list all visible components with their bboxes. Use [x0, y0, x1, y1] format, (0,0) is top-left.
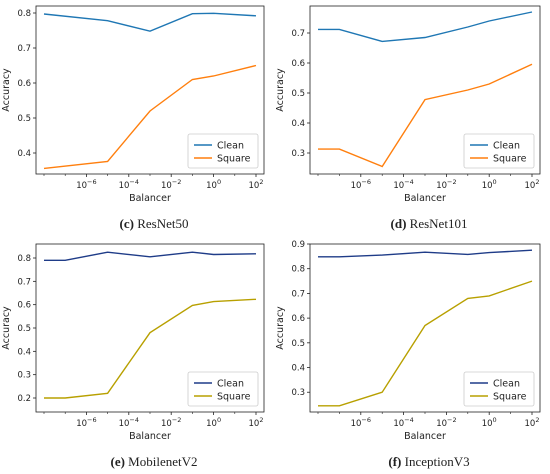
legend: Clean Square: [463, 371, 535, 407]
legend: Clean Square: [187, 371, 259, 407]
legend-label-clean: Clean: [217, 141, 244, 152]
series-line-clean: [318, 11, 533, 43]
y-tick-label: 0.5: [291, 89, 305, 99]
series-line-square: [43, 64, 257, 170]
x-tick-label: 10−4: [119, 416, 139, 429]
x-tick-label: 100: [482, 178, 497, 191]
y-tick-label: 0.8: [17, 254, 31, 264]
legend: Clean Square: [187, 133, 259, 169]
x-tick-label: 102: [525, 416, 540, 429]
y-tick-label: 0.2: [17, 394, 31, 404]
y-axis-label: Accuracy: [275, 306, 286, 350]
legend-label-clean: Clean: [217, 379, 244, 390]
x-tick-label: 102: [525, 178, 540, 191]
legend-box: [463, 371, 535, 407]
panel-caption: (d) ResNet101: [391, 216, 468, 231]
y-tick-label: 0.9: [291, 240, 305, 250]
y-axis-label: Accuracy: [275, 68, 286, 112]
x-axis-label: Balancer: [129, 431, 171, 442]
series-line-clean: [44, 251, 257, 261]
y-tick-label: 0.8: [291, 265, 305, 275]
x-tick-label: 10−2: [161, 416, 181, 429]
legend-label-clean: Clean: [493, 379, 520, 390]
x-tick-label: 10−6: [76, 416, 96, 429]
legend-box: [463, 133, 535, 169]
y-tick-label: 0.4: [17, 149, 31, 159]
x-axis-label: Balancer: [404, 431, 446, 442]
y-tick-label: 0.5: [17, 114, 31, 124]
x-tick-label: 10−2: [161, 178, 181, 191]
y-tick-label: 0.7: [291, 29, 305, 39]
chart-panel-4: 0.3 0.4 0.5 0.6 0.7 0.8 0.9 10−6 10−4 10−2 100 102 B…: [275, 240, 541, 469]
y-tick-label: 0.4: [291, 364, 305, 374]
series-line-square: [44, 298, 257, 399]
legend-label-square: Square: [493, 392, 527, 403]
panel-caption: (f) InceptionV3: [388, 454, 469, 469]
series-line-square: [318, 280, 533, 407]
y-tick-label: 0.3: [291, 388, 305, 398]
y-tick-label: 0.5: [291, 339, 305, 349]
legend-label-square: Square: [493, 154, 527, 165]
series-line-clean: [318, 249, 533, 258]
y-tick-label: 0.5: [17, 324, 31, 334]
x-tick-label: 100: [206, 178, 221, 191]
y-tick-label: 0.8: [17, 9, 31, 19]
legend-box: [187, 371, 259, 407]
x-axis-label: Balancer: [404, 193, 446, 204]
y-tick-label: 0.6: [291, 59, 305, 69]
legend: Clean Square: [463, 133, 535, 169]
chart-panel-3: 0.2 0.3 0.4 0.5 0.6 0.7 0.8 10−6 10−4 10−2 100 102 B…: [1, 243, 265, 469]
x-tick-label: 100: [206, 416, 221, 429]
x-tick-label: 10−4: [119, 178, 139, 191]
y-tick-label: 0.6: [17, 79, 31, 89]
series-line-clean: [43, 12, 257, 32]
x-tick-label: 10−6: [76, 178, 96, 191]
series-line-square: [318, 63, 533, 168]
y-axis-label: Accuracy: [1, 68, 12, 112]
x-tick-label: 102: [249, 178, 264, 191]
x-axis-label: Balancer: [129, 193, 171, 204]
legend-label-clean: Clean: [493, 141, 520, 152]
x-tick-label: 10−4: [393, 178, 413, 191]
x-tick-label: 10−2: [436, 178, 456, 191]
y-tick-label: 0.6: [291, 314, 305, 324]
x-tick-label: 10−6: [351, 178, 371, 191]
legend-label-square: Square: [217, 392, 251, 403]
y-tick-label: 0.4: [17, 347, 31, 357]
legend-box: [187, 133, 259, 169]
chart-panel-1: 0.4 0.5 0.6 0.7 0.8 10−6 10−4 10−2 100 102 Balance…: [1, 5, 265, 231]
legend-label-square: Square: [217, 154, 251, 165]
y-tick-label: 0.4: [291, 119, 305, 129]
x-tick-label: 10−4: [393, 416, 413, 429]
y-tick-label: 0.7: [17, 44, 31, 54]
panel-caption: (c) ResNet50: [120, 216, 189, 231]
x-tick-label: 100: [482, 416, 497, 429]
y-tick-label: 0.7: [17, 277, 31, 287]
x-tick-label: 10−6: [351, 416, 371, 429]
x-tick-label: 102: [249, 416, 264, 429]
x-tick-label: 10−2: [436, 416, 456, 429]
panel-caption: (e) MobilenetV2: [110, 454, 197, 469]
y-tick-label: 0.6: [17, 301, 31, 311]
y-axis-label: Accuracy: [1, 306, 12, 350]
chart-panel-2: 0.3 0.4 0.5 0.6 0.7 10−6 10−4 10−2 100 102 Balance…: [275, 5, 541, 231]
y-tick-label: 0.7: [291, 289, 305, 299]
y-tick-label: 0.3: [291, 149, 305, 159]
y-tick-label: 0.3: [17, 371, 31, 381]
